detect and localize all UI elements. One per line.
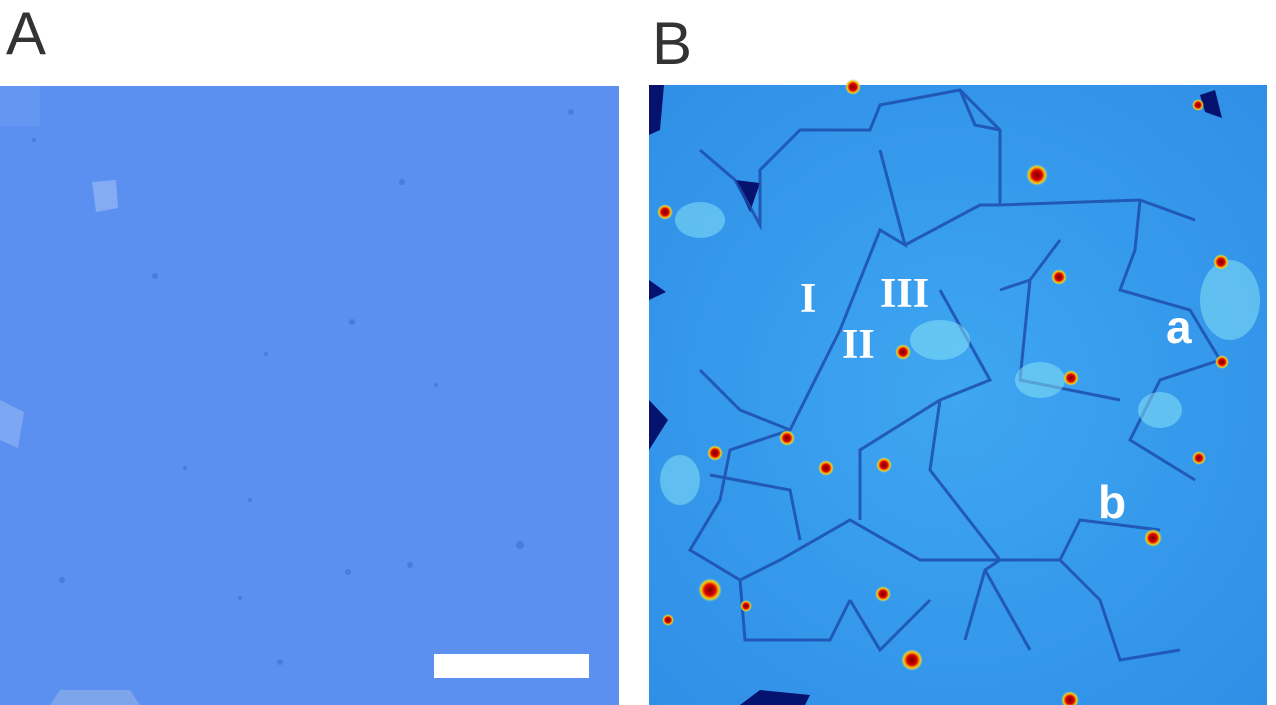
panel-label: A [6,0,46,67]
raman-map: I II III a b [649,79,1267,705]
annotation: II [842,322,875,368]
panel-label: B [652,10,692,77]
annotation: I [800,276,816,322]
annotation: III [880,271,929,317]
annotation: b [1098,476,1126,528]
annotation: a [1166,301,1192,353]
optical-image [0,86,619,705]
